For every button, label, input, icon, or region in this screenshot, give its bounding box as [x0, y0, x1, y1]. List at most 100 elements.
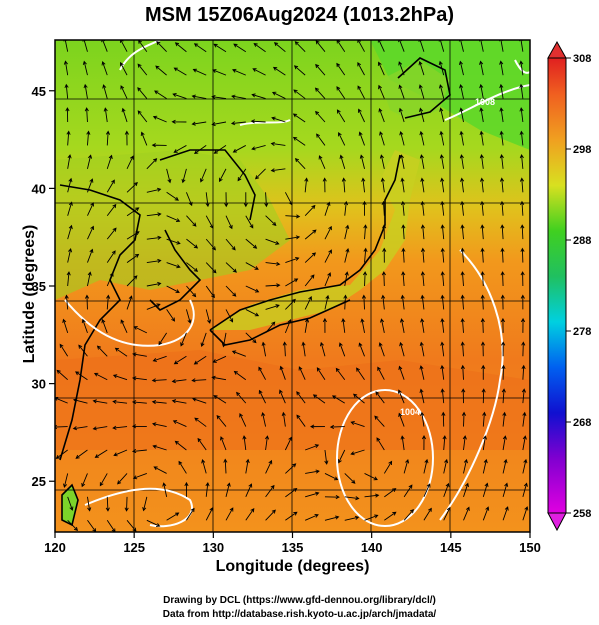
wind-vector	[285, 256, 300, 263]
y-tick-label: 30	[32, 377, 46, 392]
map-title: MSM 15Z06Aug2024 (1013.2hPa)	[144, 4, 455, 26]
wind-vector	[502, 458, 508, 474]
wind-vector	[459, 154, 464, 169]
wind-vector	[520, 247, 525, 263]
wind-vector	[336, 86, 346, 99]
wind-vector	[479, 83, 484, 99]
wind-vector	[133, 326, 148, 334]
wind-vector	[82, 60, 88, 76]
wind-vector	[298, 366, 306, 380]
wind-vector	[304, 318, 310, 333]
wind-vector	[363, 224, 368, 240]
wind-vector	[142, 496, 148, 512]
wind-vector	[67, 154, 72, 169]
wind-vector	[481, 388, 486, 404]
wind-vector	[211, 95, 227, 100]
wind-vector	[400, 435, 405, 451]
wind-vector	[480, 271, 485, 287]
wind-vector	[480, 200, 485, 216]
wind-vector	[232, 145, 247, 153]
wind-vector	[254, 168, 266, 180]
x-tick-label: 120	[44, 540, 66, 555]
wind-vector	[120, 61, 128, 76]
wind-vector	[137, 110, 148, 123]
wind-vector	[67, 224, 73, 240]
wind-vector	[199, 168, 207, 183]
wind-vector	[304, 229, 317, 240]
wind-vector	[500, 317, 506, 333]
wind-vector	[103, 107, 108, 123]
wind-vector	[304, 252, 317, 263]
wind-vector	[376, 437, 385, 451]
wind-vector	[479, 177, 485, 193]
wind-vector	[224, 192, 229, 208]
wind-vector	[126, 231, 140, 240]
wind-vector	[67, 519, 79, 532]
wind-vector	[155, 65, 167, 76]
wind-vector	[521, 388, 526, 404]
wind-vector	[213, 43, 227, 53]
wind-vector	[438, 84, 445, 99]
wind-vector	[460, 364, 465, 380]
wind-vector	[166, 191, 179, 201]
wind-vector	[522, 482, 528, 497]
x-tick-label: 150	[519, 540, 541, 555]
wind-vector	[442, 435, 447, 451]
wind-vector	[360, 318, 365, 333]
wind-vector	[520, 224, 525, 240]
wind-vector	[400, 294, 405, 310]
wind-vector	[420, 318, 425, 333]
wind-vector	[205, 192, 210, 208]
wind-vector	[212, 355, 227, 363]
wind-vector	[522, 411, 527, 427]
wind-vector	[296, 391, 306, 404]
wind-vector	[502, 482, 509, 497]
wind-vector	[440, 364, 445, 380]
wind-vector	[245, 309, 260, 317]
wind-vector	[112, 399, 128, 404]
wind-vector	[86, 130, 91, 146]
wind-vector	[106, 179, 115, 193]
wind-vector	[63, 60, 69, 76]
wind-vector	[285, 511, 298, 521]
wind-vector	[216, 415, 227, 427]
wind-vector	[166, 309, 176, 322]
wind-vector	[479, 107, 484, 123]
wind-vector	[440, 388, 445, 404]
wind-vector	[500, 247, 505, 263]
wind-vector	[87, 248, 94, 263]
wind-vector	[296, 414, 306, 427]
wind-vector	[252, 68, 266, 76]
wind-vector	[154, 90, 167, 99]
wind-vector	[341, 318, 346, 333]
wind-vector	[324, 201, 331, 216]
wind-vector	[114, 347, 128, 357]
wind-vector	[418, 84, 425, 99]
wind-vector	[67, 177, 73, 193]
wind-vector	[338, 342, 346, 357]
wind-vector	[285, 214, 301, 219]
wind-vector	[382, 247, 387, 263]
wind-vector	[105, 496, 110, 512]
wind-vector	[146, 258, 162, 264]
x-tick-label: 130	[202, 540, 224, 555]
wind-vector	[364, 473, 378, 481]
wind-vector	[106, 227, 117, 240]
wind-vector	[64, 83, 69, 99]
wind-vector	[460, 271, 465, 287]
colorbar-tick-label: 288	[573, 235, 591, 247]
wind-vector	[243, 192, 248, 208]
y-tick-label: 25	[32, 474, 46, 489]
wind-vector	[480, 294, 485, 310]
wind-vector	[519, 83, 524, 99]
wind-vector	[265, 261, 281, 266]
wind-vector	[245, 262, 259, 270]
wind-vector	[156, 40, 167, 53]
wind-vector	[520, 271, 525, 287]
wind-vector	[439, 154, 445, 169]
wind-vector	[186, 262, 199, 272]
wind-vector	[205, 285, 215, 299]
wind-vector	[501, 341, 506, 357]
wind-vector	[245, 483, 253, 498]
wind-vector	[205, 309, 212, 324]
